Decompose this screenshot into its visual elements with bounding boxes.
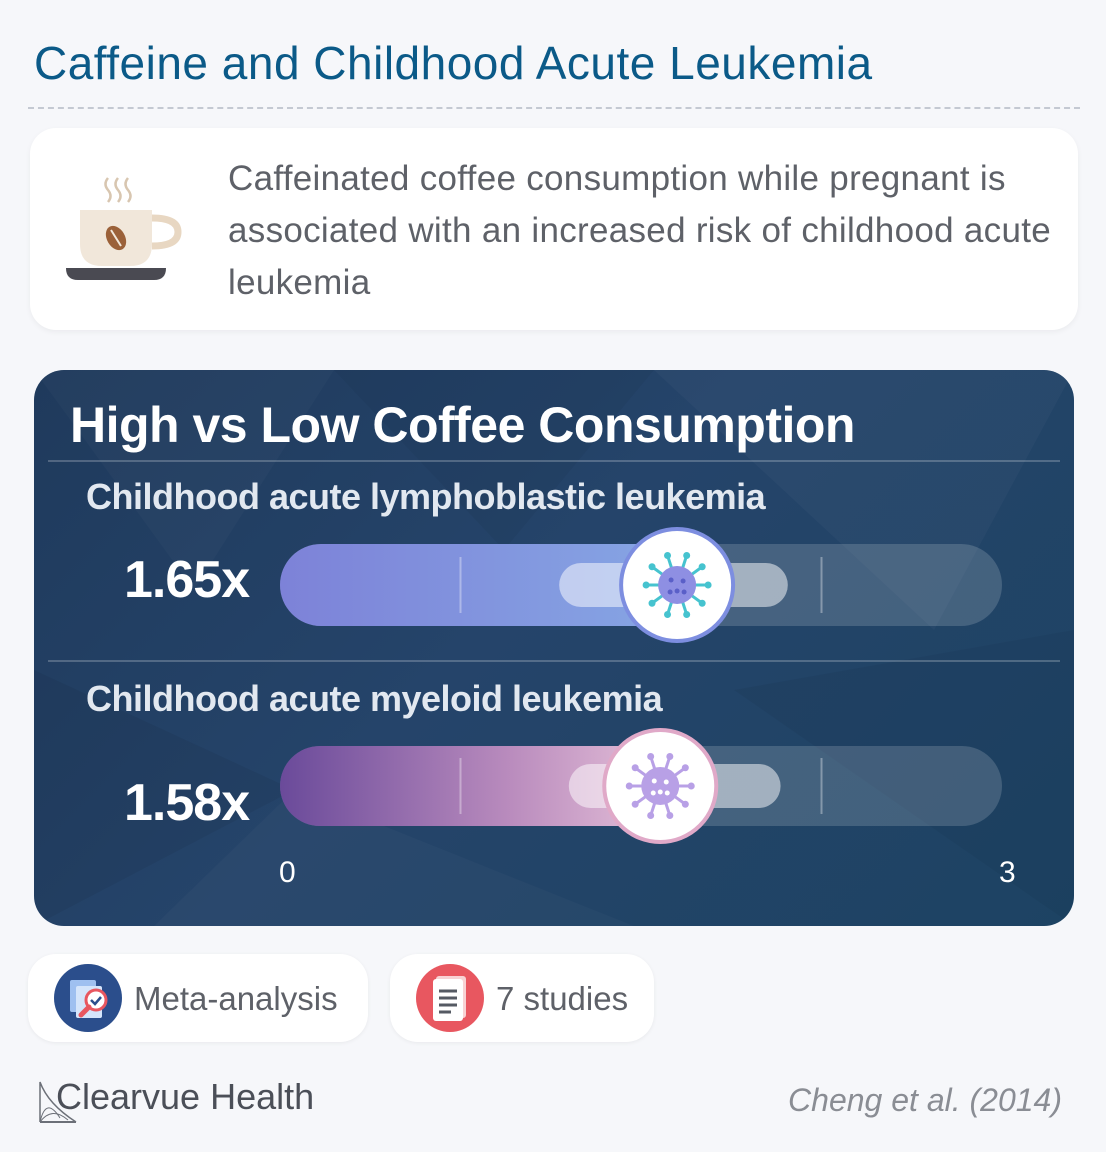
coffee-cup-icon [66,177,182,280]
bar-myeloid [280,746,661,826]
brand-logo-icon [39,1081,77,1123]
title-rule [48,460,1060,462]
myeloid-cell-icon [625,753,695,819]
badge-studies: 7 studies [390,954,654,1042]
summary-text: Caffeinated coffee consumption while pre… [228,159,1052,302]
title-divider [28,107,1080,109]
panel-background [34,370,1074,926]
brand-name: Clearvue Health [56,1076,315,1117]
row-divider [48,660,1060,662]
badge-label: Meta-analysis [134,980,338,1017]
badge-label: 7 studies [496,980,629,1017]
value-label-lymphoblastic: 1.65x [124,551,250,609]
chart-title: High vs Low Coffee Consumption [70,397,855,453]
badge-meta-analysis: Meta-analysis [28,954,368,1042]
value-label-myeloid: 1.58x [124,774,250,832]
meta-analysis-icon [54,964,122,1032]
summary-card [30,128,1078,330]
category-label-lymphoblastic: Childhood acute lymphoblastic leukemia [86,476,766,517]
tick-label-max: 3 [999,856,1016,889]
category-label-myeloid: Childhood acute myeloid leukemia [86,678,663,719]
tick-label-min: 0 [279,856,296,889]
document-icon [416,964,484,1032]
page-title: Caffeine and Childhood Acute Leukemia [34,37,873,89]
chart-panel [34,370,1074,926]
lymphoblast-cell-icon [642,552,712,618]
citation: Cheng et al. (2014) [788,1082,1062,1118]
